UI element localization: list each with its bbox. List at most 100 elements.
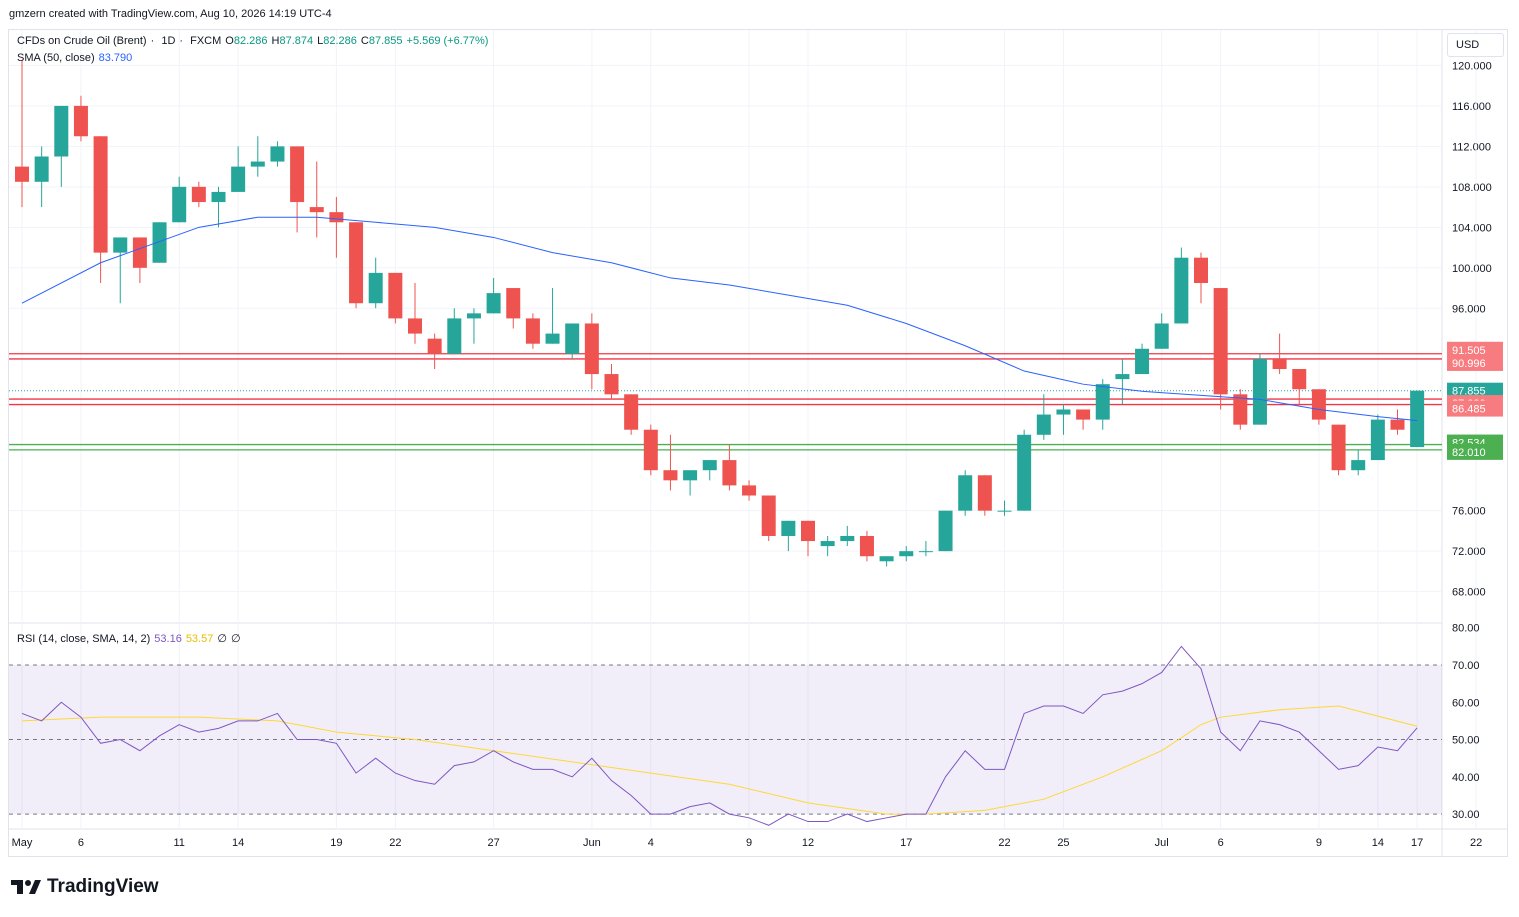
candle-body	[958, 475, 973, 511]
candle-body	[1056, 409, 1071, 415]
candle-body	[801, 520, 815, 542]
time-tick-label: 12	[802, 837, 814, 849]
candle-body	[1252, 358, 1267, 425]
legend-open-value: 82.286	[233, 35, 268, 47]
rsi-extra-2: ∅	[230, 633, 241, 645]
candle-body	[1311, 389, 1326, 420]
rsi-line	[21, 645, 1418, 826]
candle-body	[879, 556, 894, 562]
rsi-tick-label: 80.00	[1452, 623, 1480, 635]
price-axis-label: 86.485	[1452, 404, 1486, 416]
time-tick-label: 22	[389, 837, 401, 849]
candle-body	[1370, 419, 1385, 461]
price-axis-label-bg	[1447, 382, 1503, 399]
sma-label: SMA (50, close)	[17, 52, 95, 64]
time-tick-label: 9	[1316, 837, 1322, 849]
candle-body	[840, 535, 855, 542]
candle-body	[624, 394, 639, 430]
legend-h-label: H	[271, 35, 280, 47]
legend-high-value: 87.874	[279, 35, 314, 47]
currency-button[interactable]: USD	[1447, 33, 1504, 57]
rsi-tick-label: 70.00	[1452, 660, 1480, 672]
time-tick-label: 17	[900, 837, 912, 849]
rsi-ma-value: 53.57	[185, 633, 214, 645]
legend-exchange: FXCM	[190, 35, 222, 47]
candle-body	[93, 136, 108, 253]
time-tick-label: 6	[1218, 837, 1224, 849]
ohlc-legend: CFDs on Crude Oil (Brent) · 1D · FXCM O82.2…	[17, 35, 492, 47]
candle-body	[172, 186, 187, 223]
price-axis-label-bg	[1447, 400, 1503, 417]
candle-body	[368, 272, 383, 304]
candle-body	[1194, 257, 1208, 283]
candle-body	[683, 470, 698, 481]
candle-body	[408, 318, 422, 334]
candle-body	[702, 460, 717, 471]
price-tick-label: 112.000	[1452, 141, 1491, 153]
candle-body	[899, 551, 914, 557]
rsi-tick-label: 60.00	[1452, 697, 1480, 709]
sma50-line	[21, 216, 1418, 422]
candle-body	[466, 313, 481, 319]
price-tick-label: 108.000	[1452, 182, 1492, 194]
candle-body	[15, 166, 29, 182]
time-tick-label: 25	[1057, 837, 1069, 849]
tradingview-logo-icon	[11, 880, 41, 894]
candle-body	[290, 146, 305, 203]
candle-body	[1095, 384, 1110, 420]
price-axis-label: 91.505	[1452, 345, 1486, 357]
candle-body	[1331, 424, 1346, 471]
candle-body	[1410, 390, 1425, 448]
time-tick-label: 6	[78, 837, 84, 849]
candle-body	[1213, 288, 1228, 395]
candle-body	[1272, 358, 1287, 370]
candle-body	[132, 237, 147, 268]
candle-body	[447, 318, 462, 354]
candle-body	[1017, 434, 1032, 511]
rsi-tick-label: 40.00	[1452, 772, 1480, 784]
price-axis-label-bg	[1447, 341, 1503, 358]
candle-body	[309, 207, 324, 213]
footer-brand: TradingView	[47, 876, 159, 897]
candle-body	[34, 156, 49, 182]
price-tick-label: 76.000	[1452, 506, 1486, 518]
rsi-tick-label: 50.00	[1452, 735, 1480, 747]
candle-body	[1390, 419, 1405, 430]
candle-body	[506, 288, 521, 319]
price-axis-label: 82.010	[1452, 447, 1486, 459]
time-tick-label: 4	[648, 837, 654, 849]
time-tick-label: 14	[232, 837, 244, 849]
legend-symbol: CFDs on Crude Oil (Brent)	[17, 35, 147, 47]
price-tick-label: 72.000	[1452, 546, 1486, 558]
candle-body	[761, 495, 776, 536]
time-tick-label: 9	[746, 837, 752, 849]
price-axis-label-bg	[1447, 354, 1503, 371]
candle-body	[211, 191, 226, 203]
price-axis-label: 87.855	[1452, 386, 1486, 398]
sma-value: 83.790	[98, 52, 133, 64]
candle-body	[997, 510, 1012, 512]
rsi-label: RSI (14, close, SMA, 14, 2)	[17, 633, 151, 645]
time-tick-label: Jul	[1155, 837, 1169, 849]
candle-body	[54, 105, 69, 157]
legend-change: +5.569 (+6.77%)	[406, 35, 489, 47]
candle-body	[545, 333, 560, 344]
candle-body	[152, 222, 167, 263]
candle-body	[722, 460, 737, 486]
candle-body	[1233, 394, 1248, 425]
candle-body	[663, 470, 678, 481]
candle-body	[1115, 374, 1130, 380]
time-tick-label: Jun	[583, 837, 601, 849]
candle-body	[565, 323, 580, 354]
candle-body	[781, 520, 796, 536]
legend-close-value: 87.855	[368, 35, 403, 47]
time-tick-label: May	[12, 837, 33, 849]
legend-interval: 1D	[161, 35, 176, 47]
candle-body	[231, 166, 246, 192]
tradingview-logo[interactable]: TradingView	[11, 876, 159, 898]
legend-sep-2: ·	[179, 35, 184, 47]
price-tick-label: 100.000	[1452, 263, 1492, 275]
chart-frame	[8, 29, 1508, 857]
candle-body	[349, 222, 364, 304]
